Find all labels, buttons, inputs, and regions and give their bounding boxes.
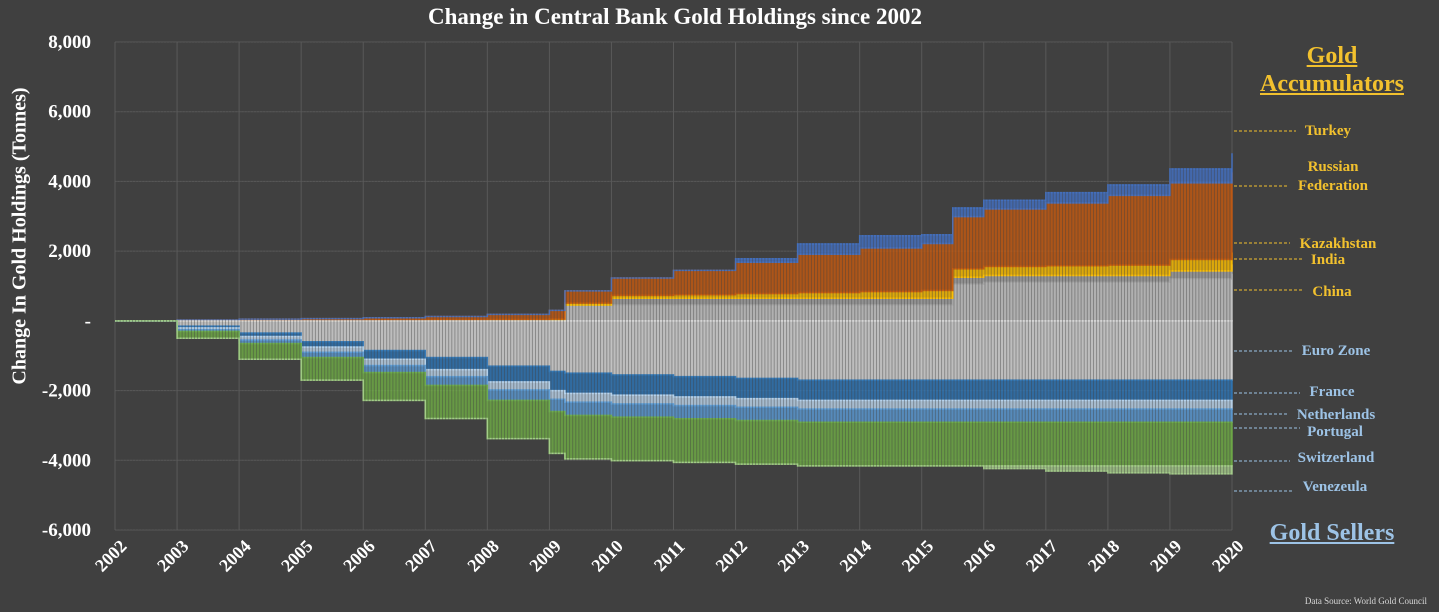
area-turkey (115, 153, 1233, 322)
y-tick-label: 6,000 (48, 102, 91, 123)
label-portugal: Portugal (1307, 424, 1363, 440)
x-axis: 2002 2003 2004 2005 2006 2007 2008 2009 2010 2011… (91, 536, 1248, 576)
y-tick-label: 4,000 (48, 171, 91, 192)
x-tick-label: 2015 (898, 536, 938, 576)
chart-title: Change in Central Bank Gold Holdings sin… (428, 4, 922, 29)
x-tick-label: 2007 (401, 536, 441, 576)
y-tick-label: 2,000 (48, 241, 91, 262)
x-tick-label: 2011 (650, 536, 689, 575)
label-china: China (1312, 284, 1352, 300)
x-tick-label: 2017 (1022, 536, 1062, 576)
label-india: India (1310, 252, 1346, 268)
label-leader-lines (1234, 130, 1302, 492)
gold-accumulators-heading: Gold Accumulators (1260, 43, 1404, 97)
label-venezeula: Venezeula (1302, 479, 1368, 495)
bar-stripes (116, 42, 1231, 530)
label-kazakhstan: Kazakhstan (1299, 236, 1377, 252)
x-tick-label: 2008 (463, 536, 503, 576)
y-tick-label: -2,000 (42, 381, 91, 402)
label-euro-zone: Euro Zone (1301, 343, 1371, 359)
x-tick-label: 2018 (1084, 536, 1124, 576)
x-tick-label: 2002 (91, 536, 131, 576)
series-areas (115, 153, 1233, 475)
x-tick-label: 2012 (712, 536, 752, 576)
y-tick-label: - (85, 311, 91, 332)
label-russian-federation: Russian Federation (1298, 159, 1368, 194)
label-switzerland: Switzerland (1297, 450, 1375, 466)
x-tick-label: 2003 (153, 536, 193, 576)
x-tick-label: 2016 (960, 536, 1000, 576)
x-tick-label: 2009 (525, 536, 565, 576)
label-netherlands: Netherlands (1296, 407, 1376, 423)
x-tick-label: 2005 (277, 536, 317, 576)
x-tick-label: 2010 (587, 536, 627, 576)
x-tick-label: 2020 (1208, 536, 1248, 576)
x-tick-label: 2004 (215, 536, 255, 576)
x-tick-label: 2013 (774, 536, 814, 576)
gold-sellers-heading: Gold Sellers (1269, 520, 1395, 546)
y-tick-label: -4,000 (42, 450, 91, 471)
y-tick-label: 8,000 (48, 32, 91, 53)
data-source-note: Data Source: World Gold Council (1304, 596, 1427, 606)
label-turkey: Turkey (1304, 123, 1352, 139)
x-tick-label: 2019 (1146, 536, 1186, 576)
y-axis: 8,000 6,000 4,000 2,000 - -2,000 -4,000 -6,000 (42, 32, 91, 541)
x-tick-label: 2006 (339, 536, 379, 576)
label-france: France (1309, 384, 1355, 400)
x-tick-label: 2014 (836, 536, 876, 576)
area-venezeula (115, 320, 1233, 475)
y-tick-label: -6,000 (42, 520, 91, 541)
